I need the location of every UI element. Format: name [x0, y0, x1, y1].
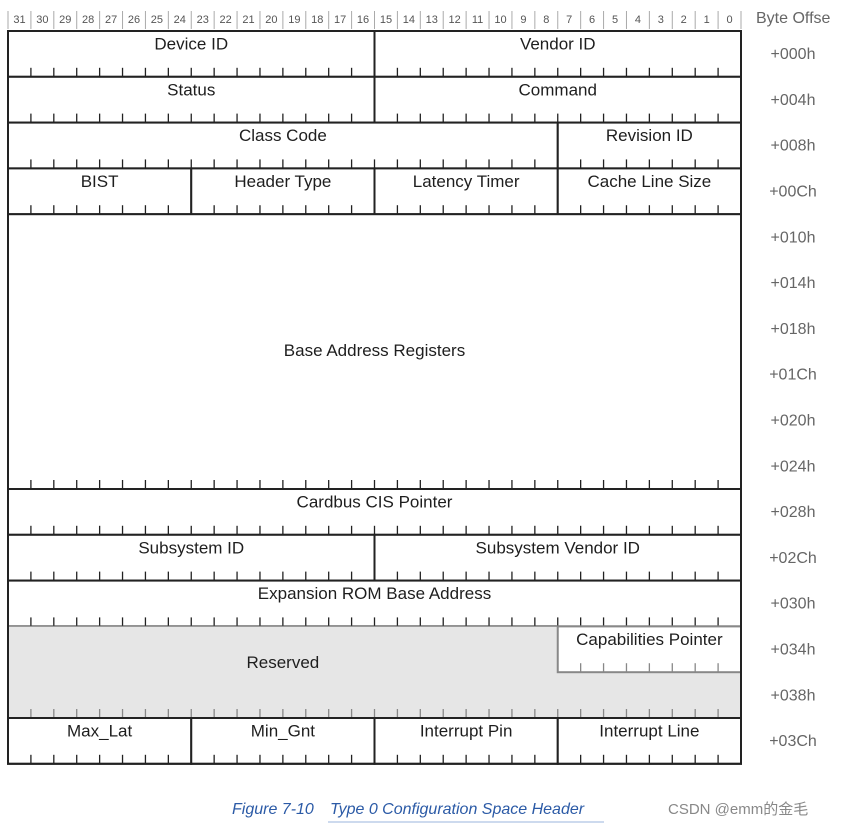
bit-number: 4: [635, 14, 641, 26]
field-label: Header Type: [234, 172, 331, 191]
bit-number: 27: [105, 14, 117, 26]
field-label: Subsystem ID: [138, 538, 244, 557]
field-label: Capabilities Pointer: [576, 630, 723, 649]
byte-offset: +030h: [771, 596, 816, 613]
byte-offset: +004h: [771, 92, 816, 109]
field-label: Min_Gnt: [251, 721, 316, 740]
bit-number: 3: [658, 14, 664, 26]
bit-number: 30: [36, 14, 48, 26]
byte-offset: +00Ch: [769, 184, 817, 201]
byte-offset: +034h: [771, 642, 816, 659]
figure-title: Type 0 Configuration Space Header: [330, 801, 585, 818]
field-label: Subsystem Vendor ID: [476, 538, 640, 557]
bit-number: 20: [265, 14, 277, 26]
field-label: Vendor ID: [520, 34, 596, 53]
bit-number: 6: [589, 14, 595, 26]
watermark: CSDN @emm的金毛: [668, 801, 808, 818]
bit-number: 8: [543, 14, 549, 26]
field-label: Expansion ROM Base Address: [258, 584, 491, 603]
bit-number: 7: [566, 14, 572, 26]
table-frame: [7, 30, 742, 765]
byte-offset: +014h: [771, 275, 816, 292]
bit-number: 25: [151, 14, 163, 26]
bit-number: 13: [426, 14, 438, 26]
bit-number: 17: [334, 14, 346, 26]
byte-offset: +028h: [771, 504, 816, 521]
byte-offset: +03Ch: [769, 733, 817, 750]
bit-number: 21: [242, 14, 254, 26]
bit-number: 9: [520, 14, 526, 26]
field-label: Cache Line Size: [587, 172, 711, 191]
byte-offset: +020h: [771, 413, 816, 430]
bit-number: 16: [357, 14, 369, 26]
byte-offset: +008h: [771, 138, 816, 155]
field-label: Cardbus CIS Pointer: [297, 492, 453, 511]
field-label: Interrupt Pin: [420, 721, 513, 740]
field-label: Status: [167, 80, 215, 99]
byte-offset: +01Ch: [769, 367, 817, 384]
field-label: Command: [519, 80, 597, 99]
bit-number: 19: [288, 14, 300, 26]
bit-number: 31: [13, 14, 25, 26]
byte-offset: +02Ch: [769, 550, 817, 567]
figure-number: Figure 7-10: [232, 801, 314, 818]
bit-number: 15: [380, 14, 392, 26]
reserved-label: Reserved: [246, 653, 319, 672]
offset-column-title: Byte Offse: [756, 10, 831, 27]
byte-offset: +018h: [771, 321, 816, 338]
byte-offset: +024h: [771, 458, 816, 475]
field-label: Interrupt Line: [599, 721, 699, 740]
field-label: Revision ID: [606, 126, 693, 145]
bit-number: 14: [403, 14, 415, 26]
bit-number: 18: [311, 14, 323, 26]
bit-number: 29: [59, 14, 71, 26]
bit-number: 12: [449, 14, 461, 26]
bit-number: 2: [681, 14, 687, 26]
byte-offset: +010h: [771, 229, 816, 246]
field-label: Device ID: [154, 34, 228, 53]
field-label: Max_Lat: [67, 721, 132, 740]
field-label: Class Code: [239, 126, 327, 145]
bit-number: 5: [612, 14, 618, 26]
bit-number: 0: [726, 14, 732, 26]
bit-number: 11: [472, 14, 483, 26]
bit-number: 28: [82, 14, 94, 26]
bit-number: 1: [704, 14, 710, 26]
bit-number: 10: [494, 14, 506, 26]
field-label: Base Address Registers: [284, 341, 465, 360]
field-label: Latency Timer: [413, 172, 520, 191]
field-label: BIST: [81, 172, 119, 191]
byte-offset: +038h: [771, 687, 816, 704]
bit-number: 26: [128, 14, 140, 26]
bit-number: 23: [197, 14, 209, 26]
byte-offset: +000h: [771, 46, 816, 63]
bit-number: 24: [174, 14, 186, 26]
bit-number: 22: [219, 14, 231, 26]
